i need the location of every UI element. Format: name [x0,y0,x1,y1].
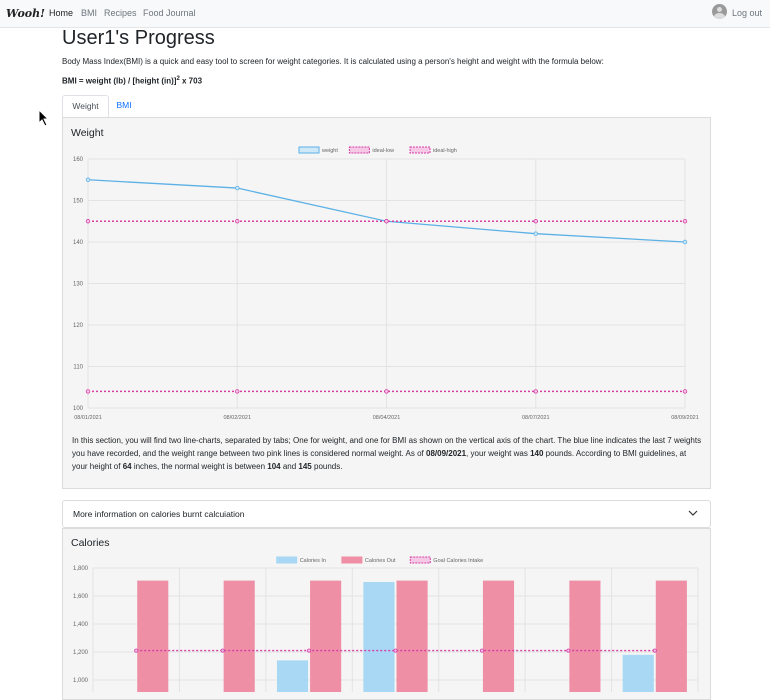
bmi-intro-text: Body Mass Index(BMI) is a quick and easy… [62,57,604,66]
chart-tabs: Weight BMI [62,95,710,118]
accordion-label: More information on calories burnt calcu… [73,509,245,519]
nav-recipes[interactable]: Recipes [104,8,137,18]
page-title: User1's Progress [62,27,215,49]
calories-card-title: Calories [71,537,110,549]
bmi-formula: BMI = weight (lb) / [height (in)]2 x 703 [62,76,203,86]
chevron-down-icon[interactable] [688,509,698,517]
brand-logo[interactable]: Wooh! [6,7,45,20]
weight-description: In this section, you will find two line-… [72,436,702,471]
logout-link[interactable]: Log out [732,8,763,18]
tab-weight[interactable]: Weight [62,95,109,118]
weight-card-title: Weight [71,127,104,139]
mouse-cursor-icon [38,109,50,127]
nav-bmi[interactable]: BMI [81,8,98,18]
nav-home[interactable]: Home [49,8,74,18]
nav-food-journal[interactable]: Food Journal [143,8,196,18]
calories-card [62,528,711,700]
tab-bmi[interactable]: BMI [116,100,132,110]
navbar: Wooh! Home BMI Recipes Food Journal Log … [0,0,770,28]
avatar-icon[interactable] [712,4,727,19]
calories-info-accordion[interactable]: More information on calories burnt calcu… [62,500,711,528]
